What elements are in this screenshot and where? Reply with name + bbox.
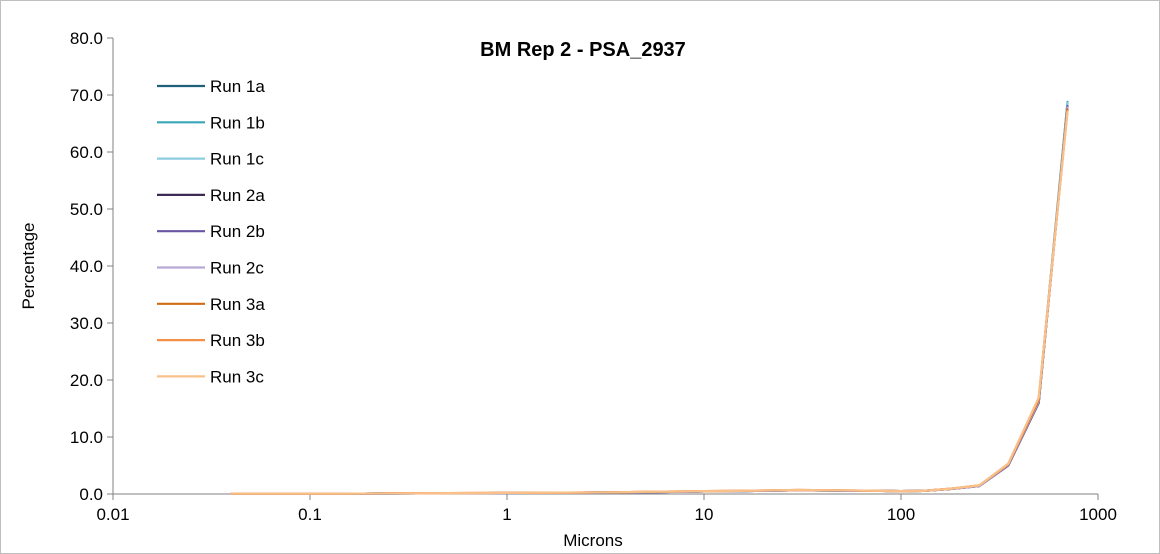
legend: Run 1a Run 1b Run 1c Run 2a Run 2b Run 2c Run … xyxy=(157,77,265,386)
x-axis-title: Microns xyxy=(563,531,623,550)
x-tick-label: 0.01 xyxy=(96,505,129,524)
y-tick-label: 0.0 xyxy=(79,485,103,504)
chart-title: BM Rep 2 - PSA_2937 xyxy=(480,39,686,61)
legend-label-run-2c: Run 2c xyxy=(210,259,264,278)
y-axis-title: Percentage xyxy=(19,223,38,310)
series-lines xyxy=(230,100,1069,495)
y-tick-label: 80.0 xyxy=(70,29,103,48)
y-tick-label: 20.0 xyxy=(70,371,103,390)
y-tick-label: 50.0 xyxy=(70,200,103,219)
x-tick-label: 10 xyxy=(695,505,714,524)
legend-label-run-3a: Run 3a xyxy=(210,295,265,314)
x-tick-label: 100 xyxy=(887,505,915,524)
axes: 0.0 10.0 20.0 30.0 40.0 50.0 60.0 70.0 80.0 0.01 0… xyxy=(70,29,1117,524)
series-line-run-3c xyxy=(230,110,1069,495)
y-tick-label: 10.0 xyxy=(70,428,103,447)
x-tick-label: 1 xyxy=(502,505,511,524)
y-tick-label: 30.0 xyxy=(70,314,103,333)
x-tick-label: 1000 xyxy=(1079,505,1117,524)
legend-label-run-3b: Run 3b xyxy=(210,331,265,350)
y-tick-label: 70.0 xyxy=(70,86,103,105)
legend-label-run-2a: Run 2a xyxy=(210,186,265,205)
legend-label-run-1c: Run 1c xyxy=(210,150,264,169)
y-tick-label: 40.0 xyxy=(70,257,103,276)
x-tick-label: 0.1 xyxy=(298,505,322,524)
legend-label-run-1a: Run 1a xyxy=(210,77,265,96)
legend-label-run-2b: Run 2b xyxy=(210,222,265,241)
legend-label-run-1b: Run 1b xyxy=(210,113,265,132)
y-tick-label: 60.0 xyxy=(70,143,103,162)
legend-label-run-3c: Run 3c xyxy=(210,367,264,386)
